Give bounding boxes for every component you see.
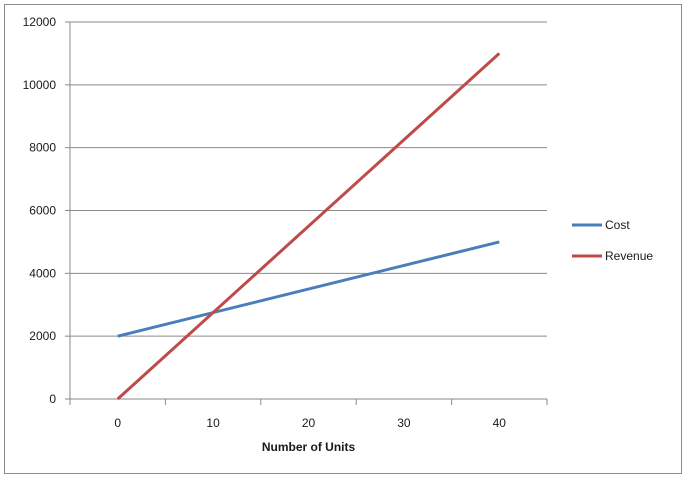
x-tick-label: 20 — [302, 416, 316, 430]
y-tick-label: 6000 — [29, 204, 56, 218]
x-tick-label: 30 — [397, 416, 411, 430]
y-tick-label: 4000 — [29, 266, 56, 280]
series-line-revenue — [116, 52, 501, 401]
y-tick-label: 0 — [49, 392, 56, 406]
x-tick-label: 10 — [206, 416, 220, 430]
legend-label-cost: Cost — [605, 218, 630, 232]
x-tick-label: 0 — [114, 416, 121, 430]
tick-labels: 0 2000 4000 6000 8000 10000 12000 0 10 20 30 40 — [23, 15, 507, 430]
series-lines — [116, 52, 501, 401]
legend-label-revenue: Revenue — [605, 249, 653, 263]
y-tick-label: 12000 — [23, 15, 57, 29]
x-axis-title: Number of Units — [262, 440, 356, 454]
x-tick-label: 40 — [493, 416, 507, 430]
series-line-cost — [117, 240, 500, 338]
legend: Cost Revenue — [572, 218, 653, 263]
axes — [65, 21, 548, 405]
y-tick-label: 10000 — [23, 78, 57, 92]
y-tick-label: 8000 — [29, 141, 56, 155]
gridlines — [70, 21, 547, 337]
y-tick-label: 2000 — [29, 329, 56, 343]
chart-frame — [4, 4, 682, 474]
